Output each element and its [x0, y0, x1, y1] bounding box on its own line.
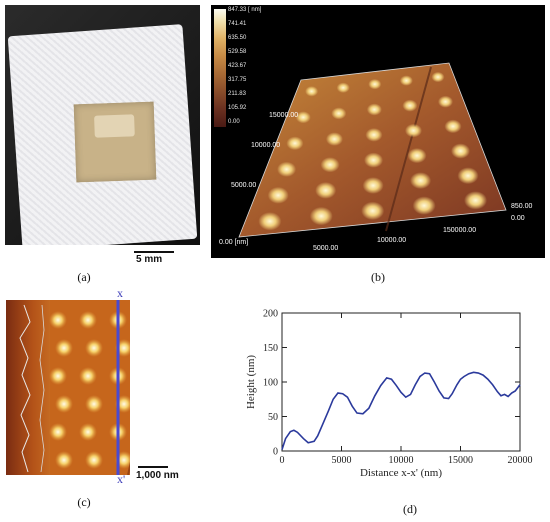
- map-bump: [49, 311, 67, 329]
- colorbar-label: 529.58: [228, 49, 247, 55]
- axis-label-y-low: 5000.00: [231, 182, 257, 189]
- colorbar-label: 423.67: [228, 63, 247, 69]
- section-top-label: x: [117, 286, 123, 300]
- surface-bump: [407, 148, 427, 164]
- caption-a: (a): [77, 270, 91, 284]
- surface-bump: [320, 157, 340, 173]
- profile-strip: [6, 300, 50, 475]
- axis-label-y-mid: 10000.00: [251, 142, 281, 149]
- x-tick-label: 20000: [508, 455, 533, 466]
- scale-bar-c: [138, 466, 168, 468]
- axis-label-x-high: 150000.00: [443, 227, 477, 234]
- x-axis-label: Distance x-x' (nm): [360, 467, 442, 479]
- surface-bump: [336, 82, 350, 93]
- map-bump: [85, 395, 103, 413]
- surface-bump: [258, 212, 282, 231]
- caption-d: (d): [403, 502, 417, 516]
- afm-3d-panel-b: 847.33 [ nm] 741.41 635.50 529.58 423.67…: [211, 5, 545, 258]
- y-tick-label: 150: [263, 343, 278, 354]
- surface-bump: [309, 206, 333, 226]
- surface-bump: [457, 167, 479, 185]
- surface-bump: [361, 201, 385, 221]
- surface-bump: [325, 132, 343, 146]
- height-profile-line: [281, 371, 521, 450]
- surface-bump: [267, 186, 289, 204]
- surface-bump: [431, 71, 445, 83]
- film-highlight: [94, 114, 135, 138]
- surface-bump: [404, 123, 422, 138]
- scale-bar-label-a: 5 mm: [136, 254, 163, 265]
- y-axis-label: Height (nm): [245, 355, 257, 409]
- surface-bump: [362, 177, 384, 194]
- surface-bump: [451, 143, 471, 159]
- axis-label-x-low: 5000.00: [313, 245, 339, 252]
- colorbar-label: 105.92: [228, 105, 247, 111]
- map-bump: [85, 339, 103, 357]
- map-bump: [79, 367, 97, 385]
- colorbar-label: 317.75: [228, 77, 247, 83]
- x-tick-label: 5000: [332, 455, 352, 466]
- surface-bump: [305, 86, 319, 97]
- scale-bar-a: [134, 251, 174, 253]
- afm-3d-surface: [238, 62, 507, 238]
- y-tick-label: 100: [263, 378, 278, 389]
- axis-label-z-high: 850.00: [511, 203, 533, 210]
- map-bump: [49, 367, 67, 385]
- axis-label-origin: 0.00 [nm]: [219, 239, 249, 246]
- map-bump: [49, 423, 67, 441]
- height-profile-chart-d: 0 5000 10000 15000 20000 0 50 100 150 200 Distance…: [240, 305, 540, 485]
- colorbar-label: 211.83: [228, 91, 246, 97]
- map-bump: [79, 423, 97, 441]
- surface-bump: [315, 182, 337, 199]
- surface-bump: [399, 75, 413, 86]
- x-tick-label: 0: [280, 455, 285, 466]
- axis-label-x-mid: 10000.00: [377, 237, 407, 244]
- x-tick-label: 15000: [448, 455, 473, 466]
- surface-bump: [286, 136, 304, 151]
- map-bump: [55, 339, 73, 357]
- y-tick-label: 0: [273, 447, 278, 458]
- colorbar-label: 635.50: [228, 35, 247, 41]
- surface-bump: [364, 152, 384, 168]
- surface-bump: [402, 99, 418, 112]
- surface-bump: [437, 95, 453, 108]
- map-bump: [85, 451, 103, 469]
- map-bump: [79, 311, 97, 329]
- surface-bump: [410, 172, 432, 190]
- surface-bump: [366, 103, 382, 116]
- surface-bump: [331, 107, 347, 120]
- plot-frame: [281, 312, 521, 452]
- map-bump: [55, 395, 73, 413]
- axis-label-z-low: 0.00: [511, 215, 525, 222]
- colorbar-label: 741.41: [228, 21, 247, 27]
- map-bump: [55, 451, 73, 469]
- afm-2d-map: [19, 300, 130, 475]
- surface-bump: [277, 161, 297, 177]
- colorbar-label: 847.33 [ nm]: [228, 7, 262, 13]
- sample-film: [73, 101, 157, 183]
- height-colorbar: [214, 9, 226, 127]
- photo-panel-a: [5, 5, 200, 245]
- chart-svg: 0 5000 10000 15000 20000 0 50 100 150 200 Distance…: [245, 309, 533, 480]
- surface-bump: [444, 119, 462, 134]
- colorbar-label: 0.00: [228, 119, 240, 125]
- x-tick-label: 10000: [389, 455, 414, 466]
- surface-bump: [464, 191, 488, 210]
- surface-bump: [295, 111, 311, 124]
- surface-bump: [412, 196, 436, 215]
- axis-label-y-upper: 15000.00: [269, 112, 299, 119]
- caption-c: (c): [77, 495, 91, 509]
- surface-bump: [368, 78, 382, 90]
- scale-bar-label-c: 1,000 nm: [136, 470, 179, 481]
- surface-bump: [365, 128, 383, 142]
- y-tick-label: 50: [268, 412, 278, 423]
- section-bottom-label: x': [117, 472, 126, 486]
- caption-b: (b): [371, 270, 385, 284]
- y-tick-label: 200: [263, 309, 278, 320]
- afm-2d-panel-c: [6, 300, 130, 475]
